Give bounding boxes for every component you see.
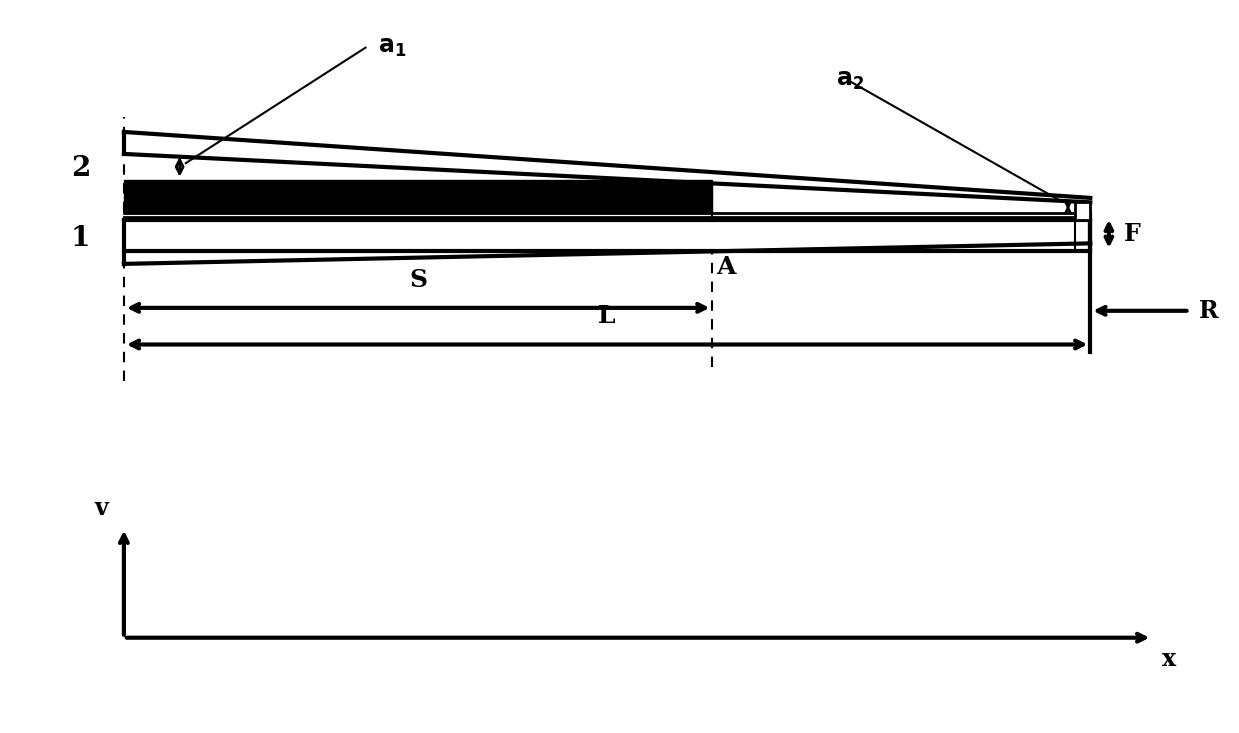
Polygon shape [1075, 202, 1090, 220]
Text: x: x [1162, 647, 1176, 671]
Text: L: L [598, 304, 616, 328]
Text: 1: 1 [71, 225, 90, 251]
Text: 2: 2 [71, 155, 90, 182]
Polygon shape [124, 132, 1090, 202]
Text: F: F [1124, 222, 1141, 246]
Text: R: R [1199, 299, 1219, 323]
Polygon shape [124, 220, 1090, 251]
Text: A: A [716, 254, 736, 279]
Text: v: v [94, 496, 109, 520]
Polygon shape [124, 180, 712, 213]
Text: $\mathbf{a_2}$: $\mathbf{a_2}$ [836, 69, 865, 92]
Text: $\mathbf{a_1}$: $\mathbf{a_1}$ [378, 36, 406, 59]
Text: S: S [409, 268, 427, 292]
